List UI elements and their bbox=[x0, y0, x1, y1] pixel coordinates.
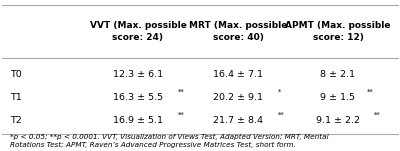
Text: 16.3 ± 5.5: 16.3 ± 5.5 bbox=[113, 93, 163, 102]
Text: 9 ± 1.5: 9 ± 1.5 bbox=[320, 93, 356, 102]
Text: T2: T2 bbox=[10, 116, 22, 125]
Text: **: ** bbox=[178, 89, 185, 95]
Text: **: ** bbox=[366, 89, 373, 95]
Text: 16.9 ± 5.1: 16.9 ± 5.1 bbox=[113, 116, 163, 125]
Text: 12.3 ± 6.1: 12.3 ± 6.1 bbox=[113, 70, 163, 79]
Text: 21.7 ± 8.4: 21.7 ± 8.4 bbox=[213, 116, 263, 125]
Text: 16.4 ± 7.1: 16.4 ± 7.1 bbox=[213, 70, 263, 79]
Text: **: ** bbox=[374, 111, 381, 117]
Text: T0: T0 bbox=[10, 70, 22, 79]
Text: T1: T1 bbox=[10, 93, 22, 102]
Text: *: * bbox=[278, 89, 281, 95]
Text: 9.1 ± 2.2: 9.1 ± 2.2 bbox=[316, 116, 360, 125]
Text: **: ** bbox=[178, 111, 185, 117]
Text: VVT (Max. possible
score: 24): VVT (Max. possible score: 24) bbox=[90, 21, 186, 42]
Text: **: ** bbox=[278, 111, 285, 117]
Text: APMT (Max. possible
score: 12): APMT (Max. possible score: 12) bbox=[285, 21, 391, 42]
Text: MRT (Max. possible
score: 40): MRT (Max. possible score: 40) bbox=[189, 21, 287, 42]
Text: *p < 0.05; **p < 0.0001. VVT, Visualization of Views Test, Adapted Version; MRT,: *p < 0.05; **p < 0.0001. VVT, Visualizat… bbox=[10, 134, 329, 148]
Text: 20.2 ± 9.1: 20.2 ± 9.1 bbox=[213, 93, 263, 102]
Text: 8 ± 2.1: 8 ± 2.1 bbox=[320, 70, 356, 79]
